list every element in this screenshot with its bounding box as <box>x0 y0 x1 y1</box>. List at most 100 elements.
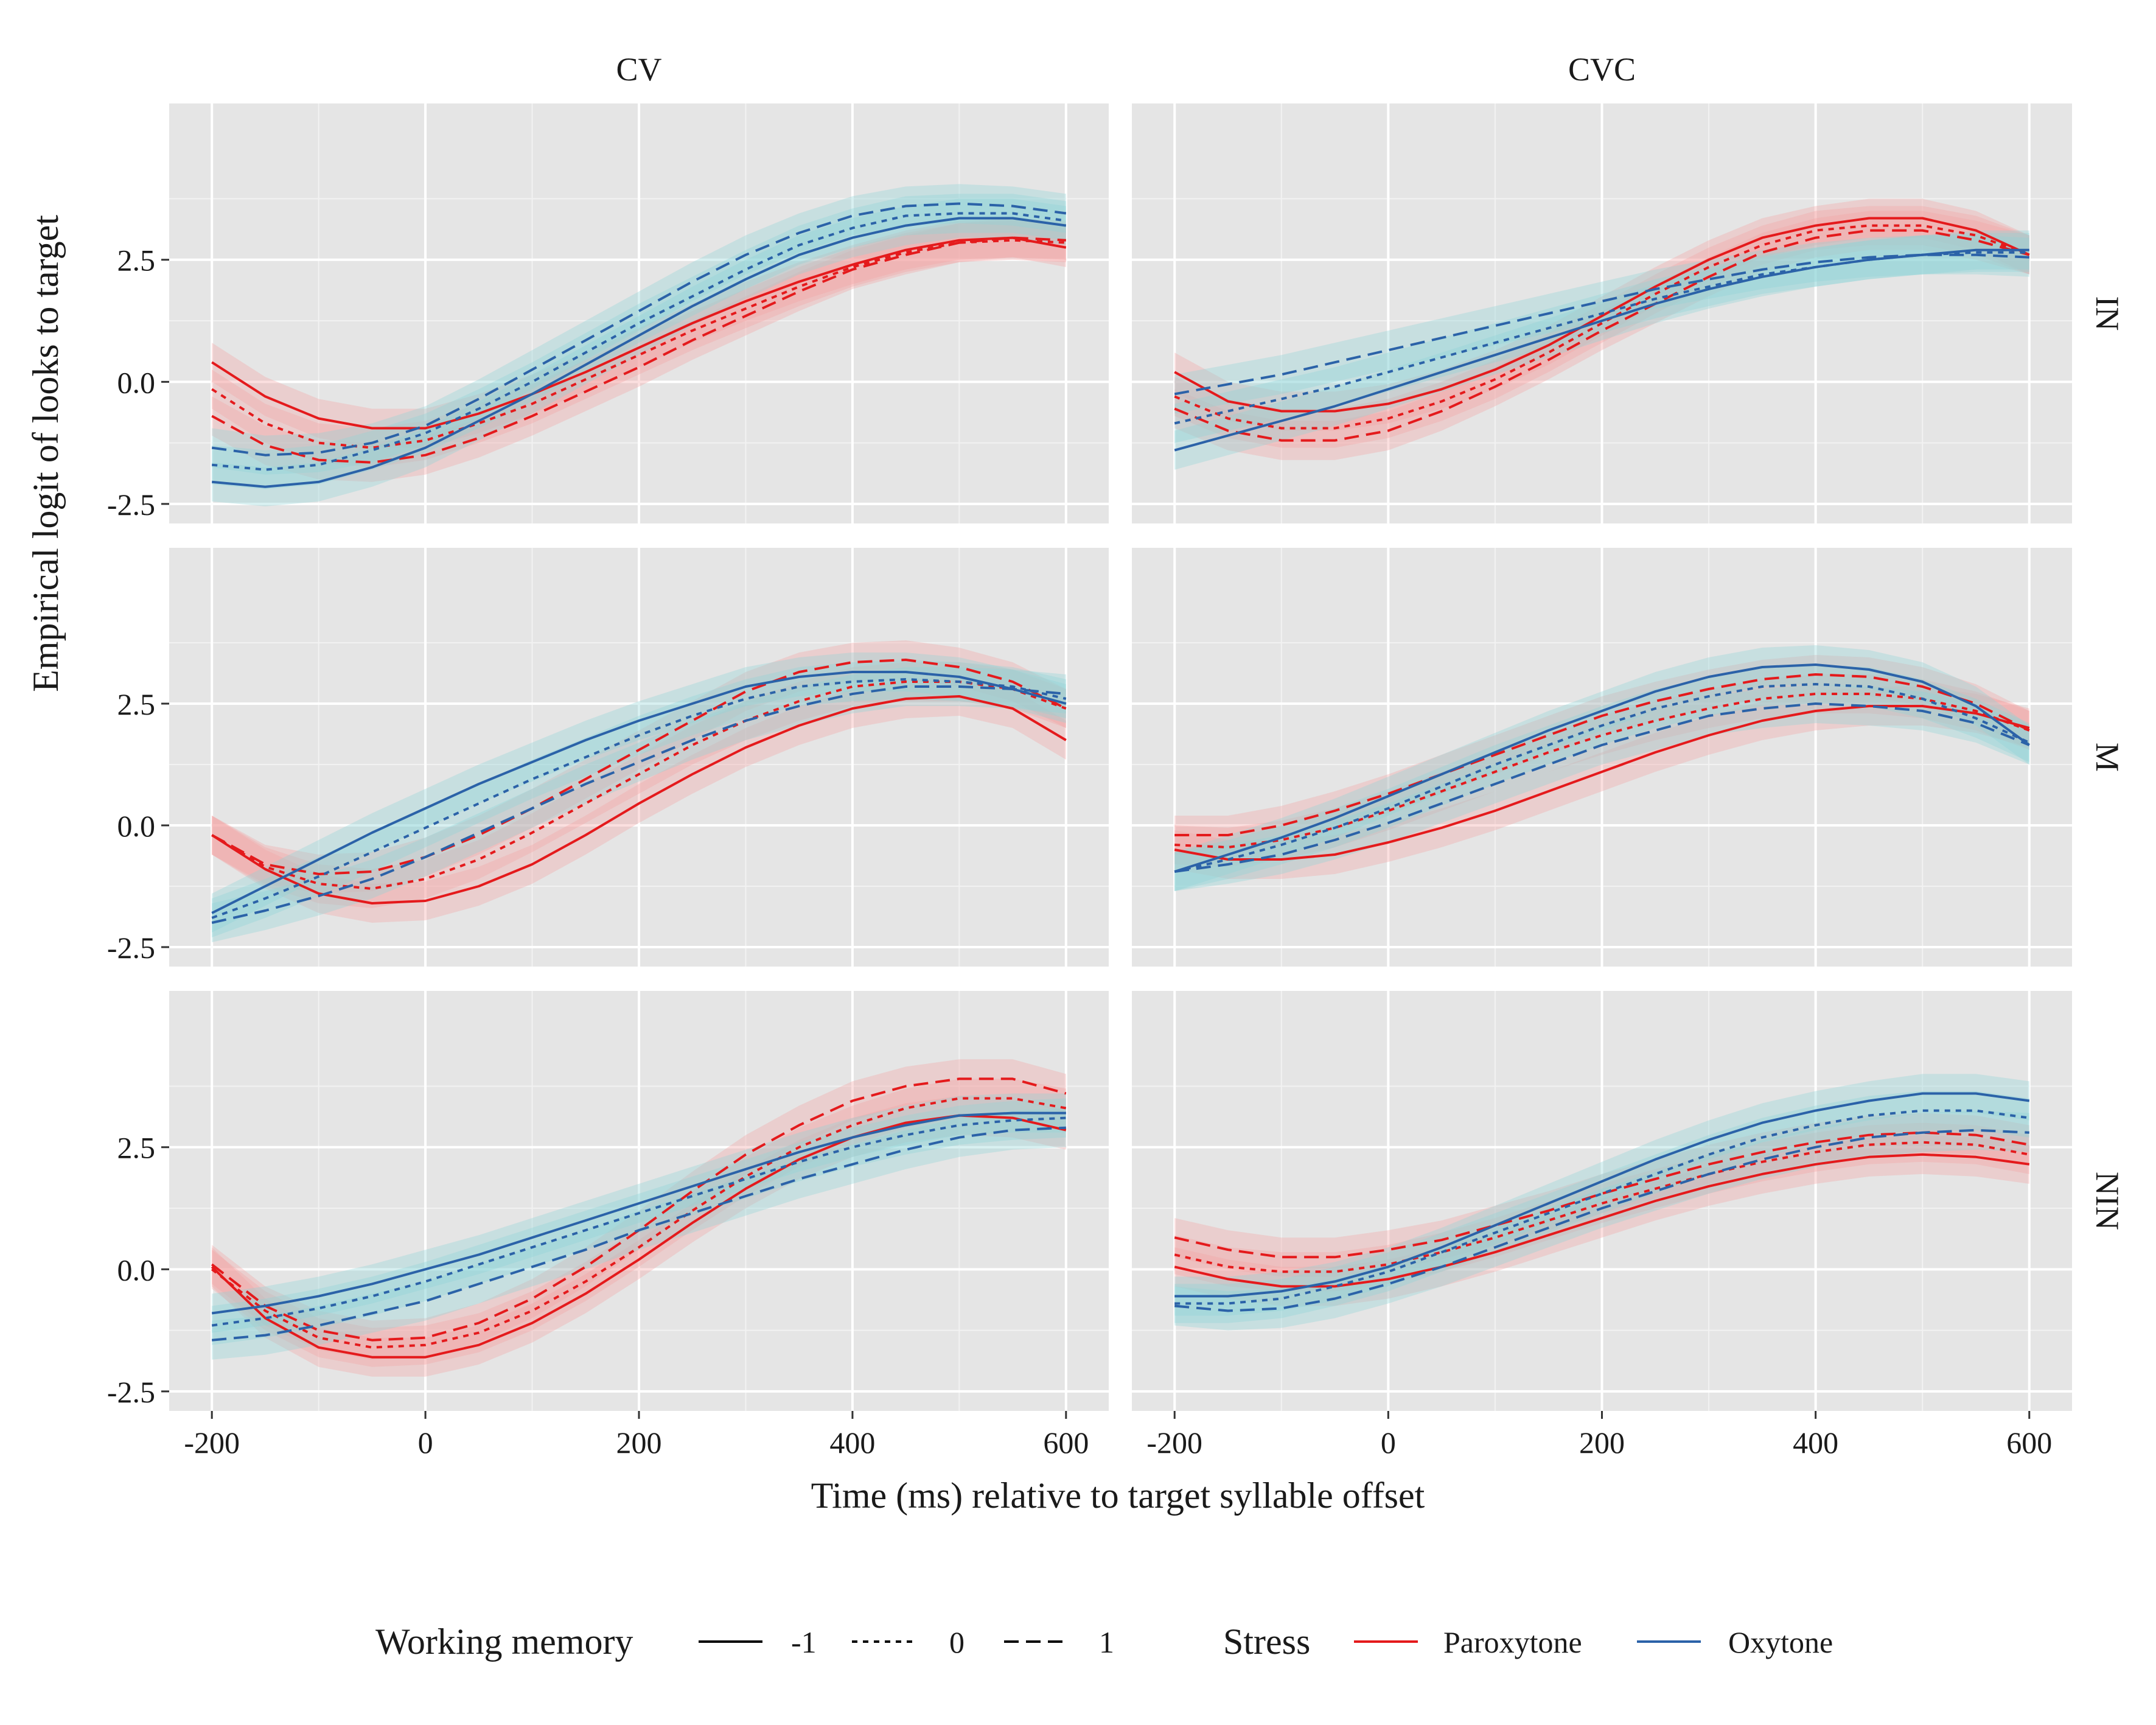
row-strip-label: NIN <box>2089 1172 2126 1230</box>
series-group-IN-CVC <box>1174 198 2030 470</box>
y-tick-label: 0.0 <box>117 1253 156 1287</box>
y-tick-label: 0.0 <box>117 365 156 399</box>
confidence-ribbon-paroxytone-wm0 <box>1174 674 2029 867</box>
series-line-paroxytone-wm-1 <box>211 1114 1067 1359</box>
series-line-paroxytone-wm0 <box>1174 224 2030 430</box>
legend-linetype-label: 1 <box>1099 1625 1114 1659</box>
y-tick-label: -2.5 <box>107 931 155 965</box>
confidence-ribbon-paroxytone-wm1 <box>212 1059 1066 1360</box>
confidence-ribbon-oxytone-wm-1 <box>1174 645 2029 891</box>
row-strip-label: M <box>2089 743 2126 772</box>
confidence-ribbon-paroxytone-wm1 <box>1174 211 2029 460</box>
column-strip-label: CVC <box>1568 51 1636 88</box>
series-group-M-CVC <box>1174 645 2030 891</box>
series-line-oxytone-wm0 <box>1174 683 2030 873</box>
series-line-paroxytone-wm1 <box>211 1077 1067 1342</box>
column-strip-label: CV <box>616 51 661 88</box>
confidence-ribbon-paroxytone-wm0 <box>212 1079 1066 1367</box>
series-line-paroxytone-wm0 <box>211 681 1067 890</box>
series-line-oxytone-wm0 <box>1174 1109 2030 1305</box>
confidence-ribbon-oxytone-wm-1 <box>1174 1074 2029 1316</box>
legend-linetype-label: 0 <box>949 1625 965 1659</box>
series-line-oxytone-wm0 <box>1174 251 2029 425</box>
y-tick-label: -2.5 <box>107 488 155 522</box>
legend-linetype-title: Working memory <box>375 1622 633 1662</box>
x-tick-label: 400 <box>829 1426 875 1460</box>
legend-linetype-label: -1 <box>791 1625 817 1659</box>
x-tick-label: 0 <box>418 1426 433 1460</box>
y-tick-label: -2.5 <box>107 1375 155 1409</box>
series-line-oxytone-wm1 <box>1174 1128 2029 1312</box>
panel-NIN-CVC <box>1132 991 2072 1411</box>
panel-M-CVC <box>1132 548 2072 967</box>
confidence-ribbon-paroxytone-wm0 <box>212 662 1066 908</box>
confidence-ribbon-oxytone-wm1 <box>212 667 1066 942</box>
series-group-NIN-CVC <box>1174 1074 2030 1331</box>
y-tick-label: 2.5 <box>117 243 156 278</box>
series-group-M-CV <box>211 640 1067 942</box>
confidence-ribbon-oxytone-wm0 <box>212 1098 1066 1345</box>
series-line-oxytone-wm-1 <box>211 671 1067 914</box>
series-line-oxytone-wm1 <box>1174 253 2029 396</box>
series-line-paroxytone-wm-1 <box>211 236 1067 430</box>
series-line-paroxytone-wm-1 <box>211 695 1067 904</box>
y-tick-label: 2.5 <box>117 687 156 721</box>
confidence-ribbon-paroxytone-wm-1 <box>1174 1135 2029 1306</box>
x-tick-label: 200 <box>616 1426 662 1460</box>
x-tick-label: 600 <box>2006 1426 2052 1460</box>
series-line-oxytone-wm0 <box>211 1116 1066 1327</box>
series-line-oxytone-wm-1 <box>211 1111 1066 1315</box>
confidence-ribbon-oxytone-wm1 <box>1174 1110 2029 1331</box>
series-line-oxytone-wm1 <box>212 1126 1066 1342</box>
x-axis-title: Time (ms) relative to target syllable of… <box>811 1475 1425 1516</box>
axes: -2.5 0.0 2.5 -2.5 0.0 2.5 -2.5 0.0 2.5 -200 0 200 40… <box>107 243 2052 1460</box>
series-line-oxytone-wm0 <box>212 212 1067 471</box>
series-line-oxytone-wm-1 <box>1174 248 2029 452</box>
series-group-IN-CV <box>211 184 1067 506</box>
series-line-oxytone-wm-1 <box>212 217 1067 488</box>
panel-M-CV <box>169 548 1109 967</box>
series-line-paroxytone-wm1 <box>211 659 1067 875</box>
x-tick-label: 400 <box>1793 1426 1838 1460</box>
legend-stress-label: Oxytone <box>1728 1625 1833 1659</box>
confidence-ribbon-paroxytone-wm1 <box>1174 1113 2029 1277</box>
panels <box>169 103 2072 1411</box>
confidence-ribbon-paroxytone-wm0 <box>1174 206 2029 448</box>
x-tick-label: 600 <box>1043 1426 1089 1460</box>
series-line-paroxytone-wm0 <box>211 1097 1067 1349</box>
series-line-paroxytone-wm0 <box>1174 1141 2030 1273</box>
series-line-oxytone-wm1 <box>1174 702 2030 873</box>
confidence-ribbon-paroxytone-wm1 <box>212 218 1066 482</box>
x-tick-label: -200 <box>1146 1426 1202 1460</box>
panel-IN-CV <box>169 103 1109 523</box>
confidence-ribbon-paroxytone-wm1 <box>212 640 1066 894</box>
y-axis-title: Empirical logit of looks to target <box>26 215 66 692</box>
legend-stress-label: Paroxytone <box>1443 1625 1582 1659</box>
confidence-ribbon-paroxytone-wm0 <box>212 220 1066 467</box>
legend-stress-title: Stress <box>1223 1622 1310 1662</box>
confidence-ribbon-oxytone-wm1 <box>1174 235 2029 414</box>
series-line-oxytone-wm1 <box>211 685 1066 924</box>
facet-strips: CV CVC IN M NIN <box>616 51 2126 1230</box>
confidence-ribbon-paroxytone-wm1 <box>1174 655 2029 855</box>
confidence-ribbon-paroxytone-wm-1 <box>212 218 1066 448</box>
row-strip-label: IN <box>2089 296 2126 331</box>
series-line-paroxytone-wm0 <box>1174 693 2030 849</box>
series-line-oxytone-wm1 <box>211 202 1067 457</box>
series-line-oxytone-wm-1 <box>1174 1092 2030 1298</box>
confidence-ribbon-oxytone-wm1 <box>1174 684 2029 891</box>
panel-NIN-CV <box>169 991 1109 1411</box>
confidence-ribbon-paroxytone-wm-1 <box>1174 687 2029 879</box>
series-line-paroxytone-wm1 <box>1174 1131 2030 1259</box>
series-group-NIN-CV <box>211 1059 1067 1377</box>
x-tick-label: 200 <box>1579 1426 1625 1460</box>
confidence-ribbon-paroxytone-wm-1 <box>212 677 1066 923</box>
x-tick-label: -200 <box>184 1426 240 1460</box>
y-tick-label: 2.5 <box>117 1131 156 1165</box>
confidence-ribbon-oxytone-wm1 <box>212 1108 1066 1360</box>
series-line-paroxytone-wm1 <box>1174 673 2030 836</box>
series-line-paroxytone-wm-1 <box>1174 705 2030 861</box>
x-tick-label: 0 <box>1381 1426 1396 1460</box>
legend: Working memory Stress -1 0 1 Paroxytone Oxyt… <box>375 1622 1833 1662</box>
